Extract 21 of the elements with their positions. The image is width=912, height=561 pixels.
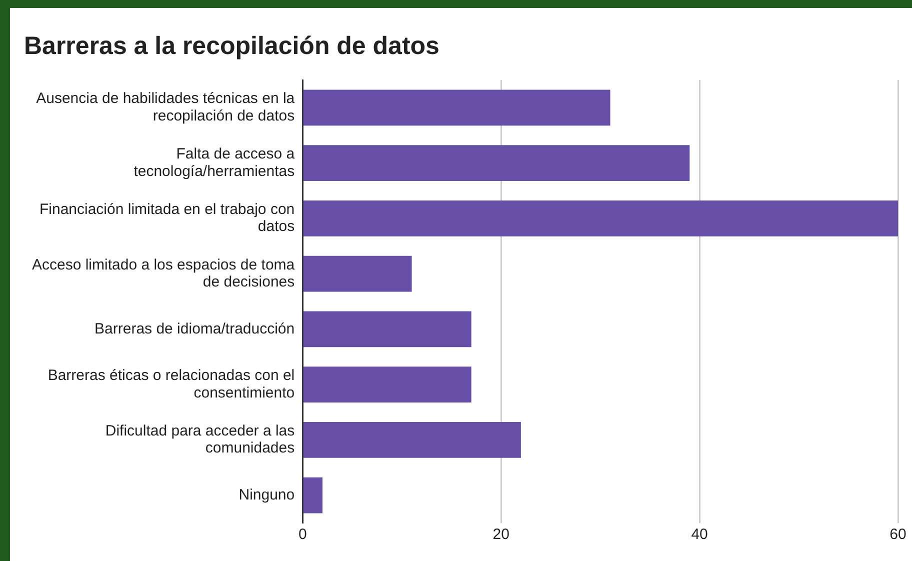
bar	[303, 477, 322, 514]
y-tick-label: Ausencia de habilidades técnicas en la recopilación de datos	[36, 90, 296, 124]
bar	[303, 90, 610, 126]
x-tick-label: 40	[691, 526, 708, 544]
bar	[303, 422, 521, 458]
y-tick-label: Dificultad para acceder a las comunidades	[105, 422, 295, 457]
y-tick-label: Barreras éticas o relacionadas con el consentimiento	[48, 367, 295, 402]
y-tick-label: Barreras de idioma/traducción	[94, 320, 295, 338]
x-tick-label: 20	[492, 526, 510, 544]
bar	[303, 256, 412, 292]
y-tick-label: Financiación limitada en el trabajo con datos	[39, 200, 295, 236]
chart-title: Barreras a la recopilación de datos	[24, 32, 440, 60]
y-tick-label: Falta de acceso a tecnología/herramientas	[134, 146, 296, 180]
x-tick-label: 0	[298, 526, 307, 544]
y-tick-label: Acceso limitado a los espacios de toma de decisiones	[32, 256, 296, 291]
bar	[303, 366, 472, 403]
y-tick-label: Ninguno	[238, 486, 295, 504]
bar	[303, 200, 898, 236]
x-tick-label: 60	[890, 526, 906, 544]
bar	[303, 311, 472, 348]
bar	[303, 145, 690, 182]
